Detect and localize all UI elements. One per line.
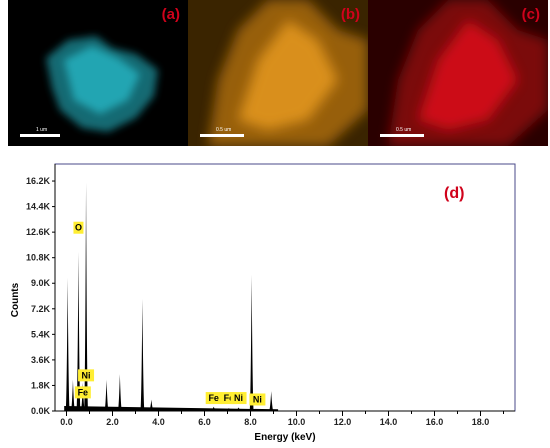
element-label: Ni — [82, 370, 91, 380]
spectrum-peak — [269, 391, 274, 411]
scale-bar-c — [380, 134, 424, 137]
y-axis-ticks: 0.0K 1.8K 3.6K 5.4K 7.2K 9.0K 10.8K 12.6K 14.4K 1… — [26, 176, 55, 416]
element-label-highlight — [73, 221, 84, 234]
y-tick-label: 16.2K — [26, 176, 51, 186]
eds-spectrum-chart: 0.0K 1.8K 3.6K 5.4K 7.2K 9.0K 10.8K 12.6K 14.4K 1… — [10, 163, 516, 443]
spectrum-peaks — [64, 182, 279, 411]
spectrum-peak — [104, 379, 109, 411]
x-tick-label: 18.0 — [472, 417, 490, 427]
y-tick-label: 3.6K — [31, 355, 51, 365]
spectrum-peak — [140, 298, 145, 411]
y-tick-label: 10.8K — [26, 253, 51, 263]
x-tick-label: 0.0 — [60, 417, 73, 427]
scale-bar-a — [20, 134, 60, 137]
plot-frame — [54, 163, 516, 412]
spectrum-peak — [65, 277, 70, 411]
x-axis-ticks: 0.0 2.0 4.0 6.0 8.0 10.0 12.0 14.0 16.0 18.0 — [60, 411, 504, 427]
x-tick-label: 4.0 — [152, 417, 165, 427]
eds-map-panel-b: (b) 0.5 um — [188, 0, 368, 146]
scale-bar-b — [200, 134, 244, 137]
y-tick-label: 12.6K — [26, 227, 51, 237]
element-label: Fe — [208, 393, 219, 403]
eds-map-panel-c: (c) 0.5 um — [368, 0, 548, 146]
x-axis-title: Energy (keV) — [254, 432, 315, 443]
spectrum-peak — [117, 374, 122, 411]
y-tick-label: 9.0K — [31, 278, 51, 288]
element-label: Fe — [78, 387, 89, 397]
element-label-highlight — [205, 392, 222, 405]
element-label: Fe — [224, 393, 235, 403]
panel-label-a: (a) — [161, 6, 180, 23]
y-tick-label: 14.4K — [26, 202, 51, 212]
spectrum-baseline — [64, 406, 279, 411]
panel-label-b: (b) — [340, 6, 360, 23]
element-label-highlight — [249, 393, 266, 406]
x-tick-label: 10.0 — [288, 417, 306, 427]
y-tick-label: 0.0K — [31, 406, 51, 416]
element-label: O — [75, 223, 82, 233]
eds-map-panel-a: (a) 1 um — [8, 0, 188, 146]
element-label-highlight — [74, 386, 91, 399]
x-tick-label: 14.0 — [380, 417, 398, 427]
spectrum-peak — [83, 182, 89, 411]
y-tick-label: 7.2K — [31, 304, 51, 314]
spectrum-peak — [70, 379, 76, 411]
element-label-highlight — [230, 392, 247, 405]
y-tick-label: 5.4K — [31, 329, 51, 339]
element-label: Ni — [234, 393, 243, 403]
element-label: Ni — [253, 394, 262, 404]
scale-label-b: 0.5 um — [216, 127, 232, 133]
x-tick-label: 8.0 — [244, 417, 257, 427]
y-tick-label: 1.8K — [31, 380, 51, 390]
element-label-highlight — [78, 369, 95, 382]
scale-label-c: 0.5 um — [396, 127, 412, 133]
x-tick-label: 12.0 — [334, 417, 352, 427]
y-axis-title: Counts — [10, 282, 21, 317]
x-tick-label: 2.0 — [106, 417, 119, 427]
scale-label-a: 1 um — [36, 127, 48, 133]
x-tick-label: 16.0 — [426, 417, 444, 427]
x-tick-label: 6.0 — [198, 417, 211, 427]
spectrum-peak — [76, 252, 81, 411]
spectrum-peak — [249, 274, 254, 411]
panel-label-c: (c) — [521, 6, 540, 23]
panel-label-d: (d) — [444, 185, 464, 202]
